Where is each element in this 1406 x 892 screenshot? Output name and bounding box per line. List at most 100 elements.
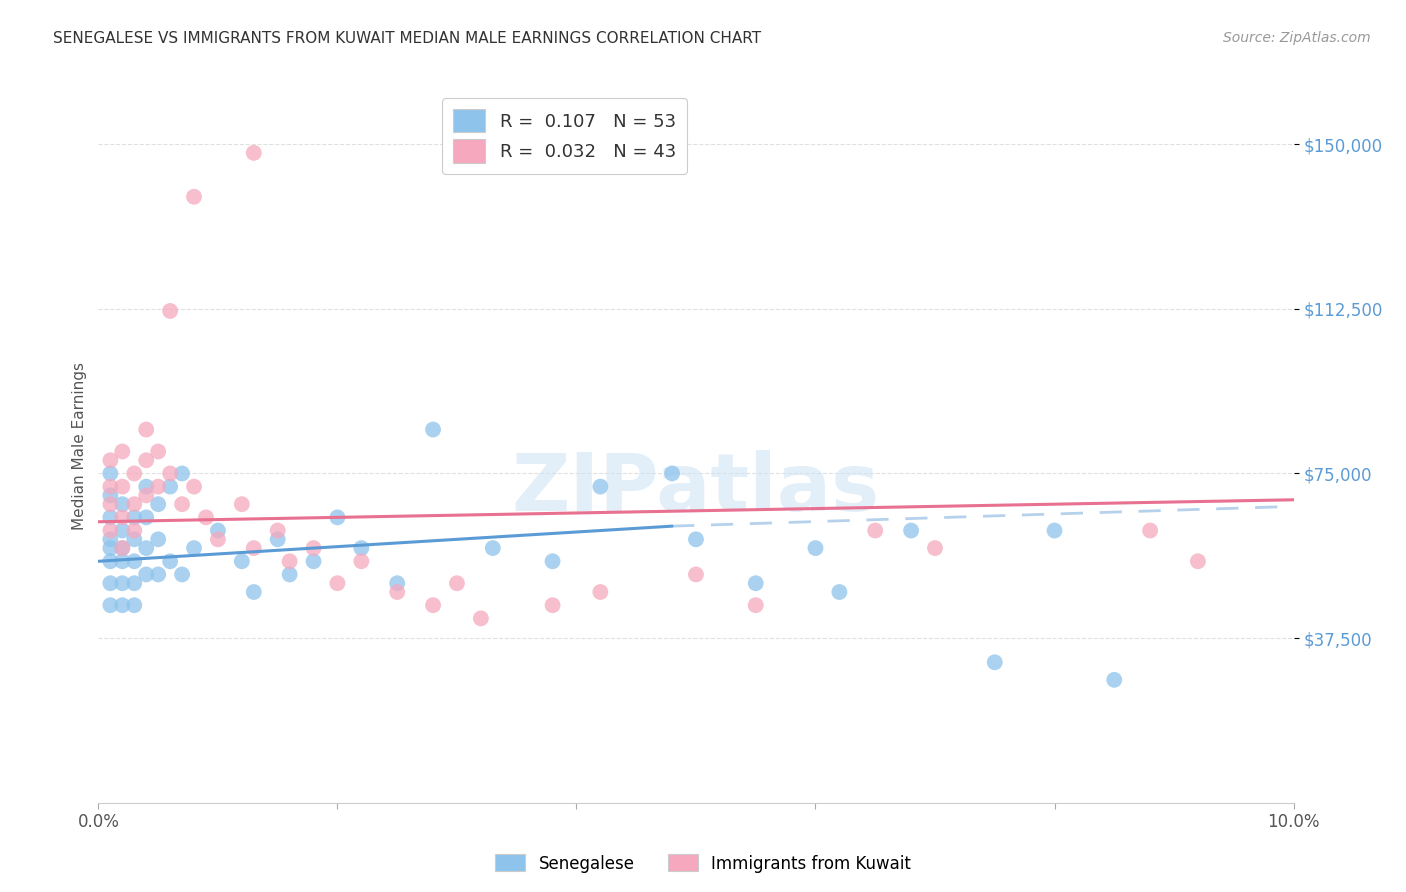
Point [98, 480, 122, 494]
Point [148, 533, 170, 547]
Point [984, 655, 1007, 669]
Point [98, 488, 122, 502]
Point [1139, 524, 1161, 538]
Point [148, 497, 170, 511]
Point [148, 480, 170, 494]
Point [111, 480, 134, 494]
Point [148, 444, 170, 458]
Point [243, 585, 266, 599]
Point [745, 598, 768, 612]
Point [98, 598, 122, 612]
Point [135, 453, 157, 467]
Point [243, 541, 266, 555]
Point [172, 497, 194, 511]
Point [350, 554, 373, 568]
Point [148, 567, 170, 582]
Point [111, 497, 134, 511]
Point [1043, 524, 1066, 538]
Point [98, 467, 122, 481]
Point [326, 510, 349, 524]
Point [159, 480, 181, 494]
Point [124, 524, 146, 538]
Point [159, 304, 181, 318]
Text: Source: ZipAtlas.com: Source: ZipAtlas.com [1223, 31, 1371, 45]
Point [482, 541, 505, 555]
Point [278, 567, 301, 582]
Point [124, 554, 146, 568]
Point [98, 524, 122, 538]
Point [1187, 554, 1209, 568]
Point [111, 576, 134, 591]
Point [900, 524, 922, 538]
Point [183, 190, 205, 204]
Point [243, 145, 266, 160]
Point [302, 541, 325, 555]
Point [231, 554, 253, 568]
Point [111, 510, 134, 524]
Point [135, 510, 157, 524]
Point [172, 467, 194, 481]
Point [111, 524, 134, 538]
Point [98, 576, 122, 591]
Point [159, 554, 181, 568]
Point [422, 598, 444, 612]
Point [385, 585, 409, 599]
Text: ZIPatlas: ZIPatlas [512, 450, 880, 528]
Point [589, 585, 612, 599]
Point [135, 480, 157, 494]
Point [111, 541, 134, 555]
Point [267, 524, 290, 538]
Point [446, 576, 468, 591]
Point [124, 510, 146, 524]
Point [172, 567, 194, 582]
Point [385, 576, 409, 591]
Point [124, 576, 146, 591]
Point [207, 524, 229, 538]
Point [111, 444, 134, 458]
Point [124, 533, 146, 547]
Point [135, 488, 157, 502]
Point [111, 541, 134, 555]
Point [135, 567, 157, 582]
Legend: Senegalese, Immigrants from Kuwait: Senegalese, Immigrants from Kuwait [488, 847, 918, 880]
Point [326, 576, 349, 591]
Point [98, 510, 122, 524]
Point [589, 480, 612, 494]
Point [183, 541, 205, 555]
Y-axis label: Median Male Earnings: Median Male Earnings [72, 362, 87, 530]
Point [278, 554, 301, 568]
Point [195, 510, 218, 524]
Point [98, 453, 122, 467]
Point [302, 554, 325, 568]
Point [745, 576, 768, 591]
Point [135, 423, 157, 437]
Point [685, 533, 707, 547]
Point [267, 533, 290, 547]
Point [124, 467, 146, 481]
Point [98, 497, 122, 511]
Point [98, 554, 122, 568]
Point [804, 541, 827, 555]
Point [541, 554, 564, 568]
Text: SENEGALESE VS IMMIGRANTS FROM KUWAIT MEDIAN MALE EARNINGS CORRELATION CHART: SENEGALESE VS IMMIGRANTS FROM KUWAIT MED… [53, 31, 762, 46]
Point [98, 541, 122, 555]
Point [828, 585, 851, 599]
Point [98, 533, 122, 547]
Point [183, 480, 205, 494]
Point [470, 611, 492, 625]
Point [111, 598, 134, 612]
Point [124, 497, 146, 511]
Legend: R =  0.107   N = 53, R =  0.032   N = 43: R = 0.107 N = 53, R = 0.032 N = 43 [441, 98, 688, 174]
Point [231, 497, 253, 511]
Point [207, 533, 229, 547]
Point [865, 524, 887, 538]
Point [541, 598, 564, 612]
Point [159, 467, 181, 481]
Point [422, 423, 444, 437]
Point [135, 541, 157, 555]
Point [111, 554, 134, 568]
Point [661, 467, 683, 481]
Point [350, 541, 373, 555]
Point [924, 541, 946, 555]
Point [685, 567, 707, 582]
